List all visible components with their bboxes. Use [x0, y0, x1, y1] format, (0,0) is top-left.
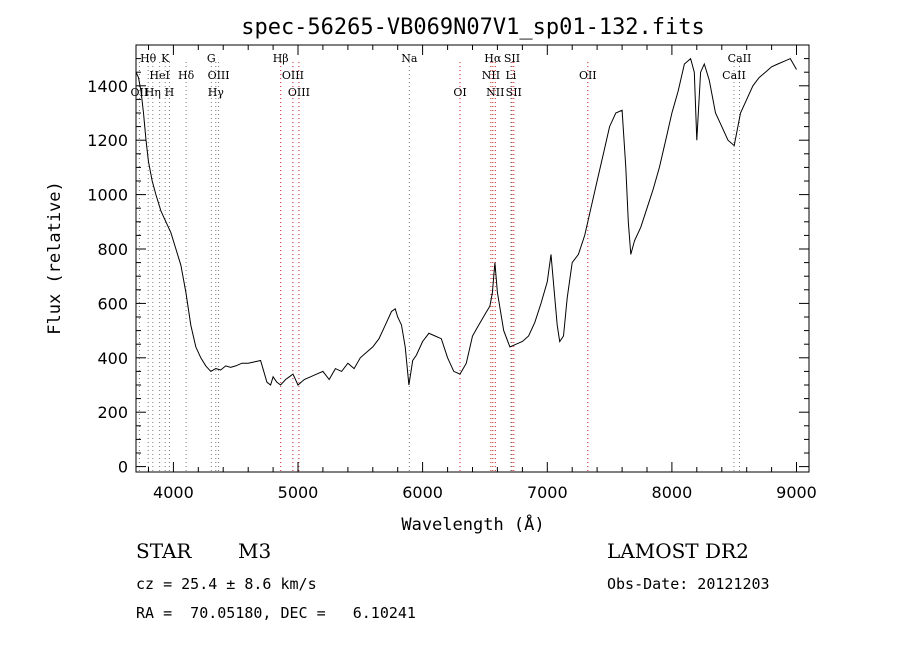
y-tick-label: 0 — [118, 458, 128, 477]
line-label: Hθ — [140, 52, 157, 65]
line-label: Hβ — [273, 52, 289, 65]
line-label: OI — [453, 86, 466, 99]
redshift-readout: cz = 25.4 ± 8.6 km/s — [136, 575, 317, 593]
line-label: OIII — [282, 69, 304, 82]
line-label: Li — [505, 69, 516, 82]
x-tick-label: 5000 — [278, 483, 319, 502]
y-axis: 0 200 400 600 800 1000 1200 1400 — [87, 58, 809, 477]
line-label: OII — [579, 69, 597, 82]
object-class: STAR — [136, 539, 192, 563]
line-label: K — [161, 52, 170, 65]
line-label: Na — [401, 52, 418, 65]
y-axis-label: Flux (relative) — [45, 181, 65, 335]
x-tick-label: 7000 — [527, 483, 568, 502]
x-tick-label: 9000 — [776, 483, 817, 502]
spectrum-line — [135, 57, 797, 386]
x-tick-label: 6000 — [402, 483, 443, 502]
y-tick-label: 200 — [97, 403, 128, 422]
chart-title: spec-56265-VB069N07V1_sp01-132.fits — [241, 15, 705, 40]
y-tick-label: 600 — [97, 294, 128, 313]
subclass: M3 — [238, 539, 272, 563]
y-tick-label: 800 — [97, 240, 128, 259]
x-tick-label: 4000 — [153, 483, 194, 502]
line-label: OIII — [288, 86, 310, 99]
y-tick-label: 1000 — [87, 186, 128, 205]
x-axis-label: Wavelength (Å) — [401, 513, 544, 535]
line-label: CaII — [728, 52, 752, 65]
coordinates: RA = 70.05180, DEC = 6.10241 — [136, 604, 416, 622]
line-label: NII — [482, 69, 500, 82]
line-label: SII — [506, 86, 522, 99]
y-tick-label: 1200 — [87, 131, 128, 150]
survey-name: LAMOST DR2 — [607, 539, 749, 563]
plot-frame — [135, 44, 810, 473]
line-label: Hη — [145, 86, 161, 99]
y-tick-label: 400 — [97, 349, 128, 368]
line-label: G — [207, 52, 216, 65]
line-label: OIII — [208, 69, 230, 82]
obs-date: Obs-Date: 20121203 — [607, 575, 770, 593]
line-label: Hδ — [178, 69, 195, 82]
line-label: OII — [131, 86, 149, 99]
y-tick-label: 1400 — [87, 77, 128, 96]
line-label: HeI — [149, 69, 169, 82]
line-label: H — [165, 86, 175, 99]
line-label: NII — [486, 86, 504, 99]
line-label: Hγ — [208, 86, 225, 99]
line-label: SII — [504, 52, 520, 65]
x-axis: 4000 5000 6000 7000 8000 9000 — [148, 45, 817, 502]
line-label: Hα — [484, 52, 502, 65]
line-label: CaII — [722, 69, 746, 82]
x-tick-label: 8000 — [652, 483, 693, 502]
line-guides — [138, 62, 740, 472]
